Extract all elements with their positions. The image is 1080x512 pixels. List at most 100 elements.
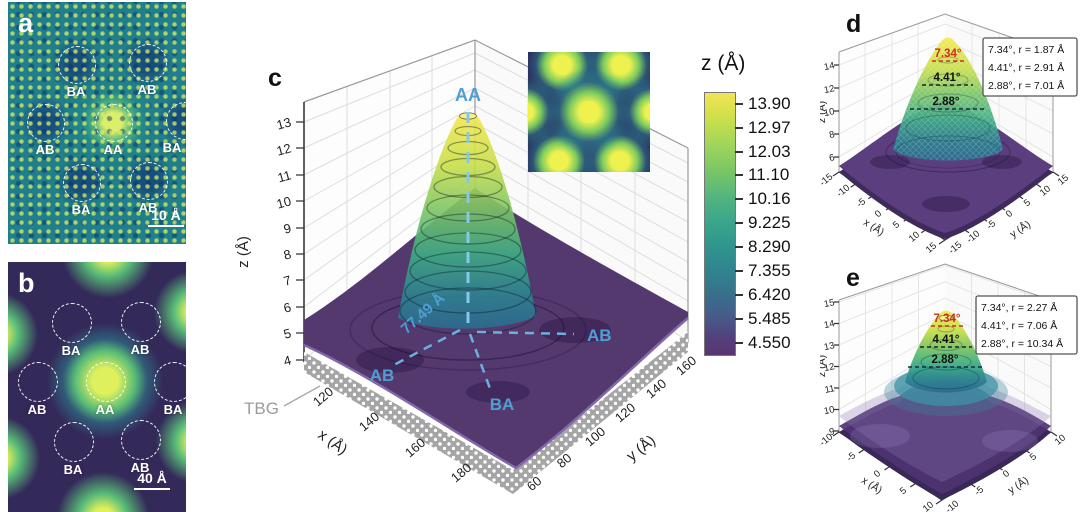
legend-box: 7.34°, r = 1.87 Å 4.41°, r = 2.91 Å 2.88… xyxy=(982,37,1078,97)
panel-d-3d-surface-plot: 7.34° 4.41° 2.88° 7.34°, r = 1.87 Å 4.41… xyxy=(820,10,1078,256)
z-tick: 9 xyxy=(282,220,293,236)
stacking-site-circle xyxy=(86,362,126,402)
z-axis-label: z (Å) xyxy=(235,236,252,268)
colorbar-tick: 5.485 xyxy=(748,309,791,328)
x-tick: -5 xyxy=(855,196,869,210)
site-label: AB xyxy=(27,402,47,417)
colorbar-tick-mark xyxy=(735,270,743,272)
y-tick: 5 xyxy=(1022,197,1033,209)
flat-moire-surface xyxy=(839,99,1053,233)
stacking-site-circle xyxy=(121,420,161,460)
z-tick: 12 xyxy=(823,361,836,374)
stacking-site-circle xyxy=(130,162,168,200)
angle-label-7-34: 7.34° xyxy=(934,313,961,325)
stacking-site-circle xyxy=(27,104,65,142)
z-tick: 10 xyxy=(275,193,293,211)
ab-site-label-left: AB xyxy=(370,366,395,385)
z-axis-ticks: 14 12 10 8 6 xyxy=(823,60,836,164)
x-axis-ticks: -10 -5 0 5 10 xyxy=(820,431,936,512)
angle-label-2-88: 2.88° xyxy=(933,96,960,108)
site-label: AB xyxy=(137,82,157,97)
colorbar-tick-mark xyxy=(735,246,743,248)
ab-site-label-right: AB xyxy=(587,326,612,345)
scale-bar-line xyxy=(134,488,170,490)
colorbar-title: z (Å) xyxy=(701,52,746,75)
x-tick: 5 xyxy=(898,485,909,497)
site-label: BA xyxy=(61,343,81,358)
angle-label-7-34: 7.34° xyxy=(935,48,962,60)
scale-bar: 40 Å xyxy=(134,470,170,490)
colorbar-tick-mark xyxy=(735,342,743,344)
z-tick: 13 xyxy=(275,114,293,132)
panel-d-letter: d xyxy=(846,10,861,38)
colorbar-tick: 8.290 xyxy=(748,237,791,256)
z-axis-label: z (Å) xyxy=(820,101,828,123)
z-tick: 13 xyxy=(823,340,836,353)
colorbar-tick-mark xyxy=(735,198,743,200)
y-tick: -5 xyxy=(985,218,999,232)
colorbar-tick-mark xyxy=(735,174,743,176)
angle-label-4-41: 4.41° xyxy=(933,334,960,346)
scale-bar-label: 40 Å xyxy=(137,470,167,486)
surface-contours xyxy=(870,131,1022,212)
z-tick: 12 xyxy=(823,83,836,96)
z-tick: 8 xyxy=(828,129,835,141)
y-axis-label: y (Å) xyxy=(624,432,659,465)
site-label: AB xyxy=(35,142,55,157)
stacking-site-circle xyxy=(95,104,133,142)
site-label: BA xyxy=(163,402,183,417)
z-tick: 11 xyxy=(824,383,836,396)
colorbar-tick: 13.90 xyxy=(748,94,791,113)
site-label: AB xyxy=(138,200,158,215)
colorbar-tick: 7.355 xyxy=(748,261,791,280)
z-axis-ticks: 13 12 11 10 9 8 7 6 5 4 xyxy=(275,114,293,368)
colorbar-tick-mark xyxy=(735,151,743,153)
site-label: BA xyxy=(63,462,83,477)
z-tick: 8 xyxy=(282,246,293,262)
legend-line: 2.88°, r = 7.01 Å xyxy=(988,79,1064,92)
z-axis-label: z (Å) xyxy=(820,355,828,377)
y-tick: -10 xyxy=(944,498,962,512)
tbg-graphene-base-layer xyxy=(304,332,688,494)
angle-label-4-41: 4.41° xyxy=(934,72,961,84)
stacking-site-circle xyxy=(129,44,167,82)
y-tick: 10 xyxy=(1038,183,1053,198)
angle-label-2-88: 2.88° xyxy=(932,354,959,366)
x-tick: -15 xyxy=(820,171,835,188)
z-tick: 14 xyxy=(823,318,836,331)
site-label: BA xyxy=(66,84,86,99)
twist-angle-levels: 7.34° 4.41° 2.88° xyxy=(910,48,986,110)
colorbar-tick-mark xyxy=(735,222,743,224)
x-tick: 15 xyxy=(924,240,939,255)
stacking-site-circle xyxy=(52,303,92,343)
legend-box: 7.34°, r = 2.27 Å 4.41°, r = 7.06 Å 2.88… xyxy=(975,295,1078,355)
annotation-lines xyxy=(283,112,575,407)
colorbar-tick-mark xyxy=(735,103,743,105)
colorbar-tick-mark xyxy=(735,127,743,129)
stacking-site-circle xyxy=(54,422,94,462)
legend-line: 2.88°, r = 10.34 Å xyxy=(981,337,1063,350)
legend-line: 4.41°, r = 2.91 Å xyxy=(988,61,1064,74)
y-tick: 5 xyxy=(1028,451,1039,463)
z-tick: 15 xyxy=(823,297,836,310)
site-label: BA xyxy=(71,202,91,217)
colorbar-tick: 9.225 xyxy=(748,213,791,232)
aa-peak-dome xyxy=(905,310,987,393)
colorbar-tick: 11.10 xyxy=(748,165,790,184)
stacking-site-circle xyxy=(154,362,186,402)
panel-c-letter: c xyxy=(268,64,282,92)
colorbar-tick: 6.420 xyxy=(748,285,791,304)
site-label: AA xyxy=(95,402,115,417)
z-tick: 6 xyxy=(282,299,293,315)
y-tick: -15 xyxy=(947,239,965,256)
stacking-site-circle xyxy=(18,362,58,402)
z-colorbar: z (Å) 13.90 12.97 12.03 11.10 10.16 9.22… xyxy=(695,50,825,370)
z-tick: 7 xyxy=(282,272,293,288)
x-tick: 10 xyxy=(921,499,936,512)
z-tick: 9 xyxy=(828,426,835,438)
z-axis-ticks: 15 14 13 12 11 10 9 xyxy=(823,297,836,438)
panel-a-moire-image: a BA AB AB AA BA BA AB 10 Å xyxy=(8,2,186,244)
site-label: AB xyxy=(130,342,150,357)
x-axis-label: x (Å) xyxy=(315,426,351,458)
site-label: AA xyxy=(103,142,123,157)
